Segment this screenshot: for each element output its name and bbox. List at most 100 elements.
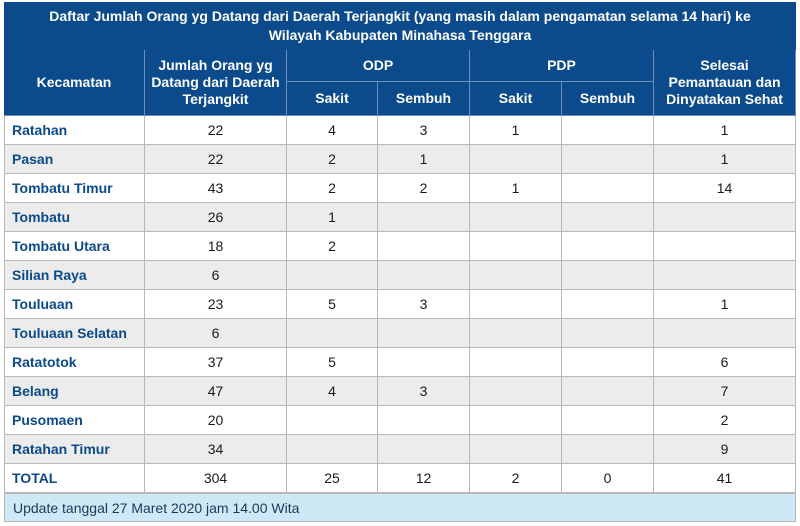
table-cell <box>562 319 654 348</box>
table-cell: 3 <box>378 116 470 145</box>
table-cell <box>562 435 654 464</box>
table-cell: 12 <box>378 464 470 493</box>
table-cell <box>287 319 378 348</box>
table-cell <box>562 203 654 232</box>
table-cell: 20 <box>145 406 287 435</box>
header-sub: Sakit <box>287 82 378 116</box>
table-cell <box>654 232 796 261</box>
table-cell: 5 <box>287 290 378 319</box>
table-cell <box>378 406 470 435</box>
table-cell: 47 <box>145 377 287 406</box>
table-cell: 2 <box>378 174 470 203</box>
table-cell: 18 <box>145 232 287 261</box>
table-cell <box>378 348 470 377</box>
table-cell <box>378 203 470 232</box>
table-cell <box>378 232 470 261</box>
table-cell <box>562 174 654 203</box>
table-cell: 7 <box>654 377 796 406</box>
table-cell: 1 <box>378 145 470 174</box>
table-cell: 2 <box>287 145 378 174</box>
table-cell <box>470 377 562 406</box>
table-cell: 6 <box>145 319 287 348</box>
row-label: Tombatu Timur <box>4 174 145 203</box>
table-cell: 25 <box>287 464 378 493</box>
table-cell: 4 <box>287 116 378 145</box>
table-cell: 26 <box>145 203 287 232</box>
table-cell <box>378 261 470 290</box>
table-cell <box>378 435 470 464</box>
table-cell <box>562 348 654 377</box>
table-cell: 0 <box>562 464 654 493</box>
header-group: ODP <box>287 50 470 82</box>
table-cell <box>470 319 562 348</box>
row-label: TOTAL <box>4 464 145 493</box>
table-cell <box>470 145 562 174</box>
table-title: Daftar Jumlah Orang yg Datang dari Daera… <box>4 2 796 50</box>
table-cell: 2 <box>654 406 796 435</box>
header-cell: Jumlah Orang yg Datang dari Daerah Terja… <box>145 50 287 116</box>
table-cell: 34 <box>145 435 287 464</box>
table-cell <box>470 203 562 232</box>
table-cell <box>470 406 562 435</box>
table-cell: 2 <box>287 174 378 203</box>
row-label: Ratahan <box>4 116 145 145</box>
row-label: Pusomaen <box>4 406 145 435</box>
row-label: Touluaan Selatan <box>4 319 145 348</box>
table-cell: 22 <box>145 145 287 174</box>
table-cell <box>654 319 796 348</box>
table-cell: 1 <box>470 116 562 145</box>
table-cell: 43 <box>145 174 287 203</box>
row-label: Ratahan Timur <box>4 435 145 464</box>
table-cell: 9 <box>654 435 796 464</box>
table-cell: 1 <box>654 116 796 145</box>
table-cell <box>562 116 654 145</box>
table-cell <box>562 232 654 261</box>
table-cell: 3 <box>378 377 470 406</box>
table-cell: 1 <box>654 290 796 319</box>
table-cell <box>378 319 470 348</box>
table-cell: 1 <box>654 145 796 174</box>
row-label: Tombatu <box>4 203 145 232</box>
table-cell <box>654 203 796 232</box>
table-cell <box>470 232 562 261</box>
row-label: Belang <box>4 377 145 406</box>
table-cell: 41 <box>654 464 796 493</box>
header-sub: Sakit <box>470 82 562 116</box>
table-cell <box>287 435 378 464</box>
table-cell: 6 <box>145 261 287 290</box>
table-cell <box>287 406 378 435</box>
header-sub: Sembuh <box>378 82 470 116</box>
table-cell <box>470 290 562 319</box>
table-cell: 4 <box>287 377 378 406</box>
table-cell <box>654 261 796 290</box>
table-cell <box>562 377 654 406</box>
table-cell <box>562 290 654 319</box>
footer-note: Update tanggal 27 Maret 2020 jam 14.00 W… <box>4 493 796 522</box>
table-cell <box>470 261 562 290</box>
table-cell: 6 <box>654 348 796 377</box>
table-cell: 22 <box>145 116 287 145</box>
table-cell: 1 <box>470 174 562 203</box>
header-group: PDP <box>470 50 654 82</box>
table-cell <box>470 348 562 377</box>
table-cell: 2 <box>287 232 378 261</box>
table-cell: 304 <box>145 464 287 493</box>
table-cell <box>562 145 654 174</box>
table-cell <box>562 261 654 290</box>
table-cell: 5 <box>287 348 378 377</box>
row-label: Tombatu Utara <box>4 232 145 261</box>
table-cell <box>562 406 654 435</box>
header-cell: Kecamatan <box>4 50 145 116</box>
table-cell: 23 <box>145 290 287 319</box>
table-cell: 3 <box>378 290 470 319</box>
table-cell: 37 <box>145 348 287 377</box>
table-cell: 14 <box>654 174 796 203</box>
row-label: Touluaan <box>4 290 145 319</box>
table-cell: 2 <box>470 464 562 493</box>
header-cell: Selesai Pemantauan dan Dinyatakan Sehat <box>654 50 796 116</box>
table-cell <box>287 261 378 290</box>
header-sub: Sembuh <box>562 82 654 116</box>
row-label: Silian Raya <box>4 261 145 290</box>
table-cell <box>470 435 562 464</box>
